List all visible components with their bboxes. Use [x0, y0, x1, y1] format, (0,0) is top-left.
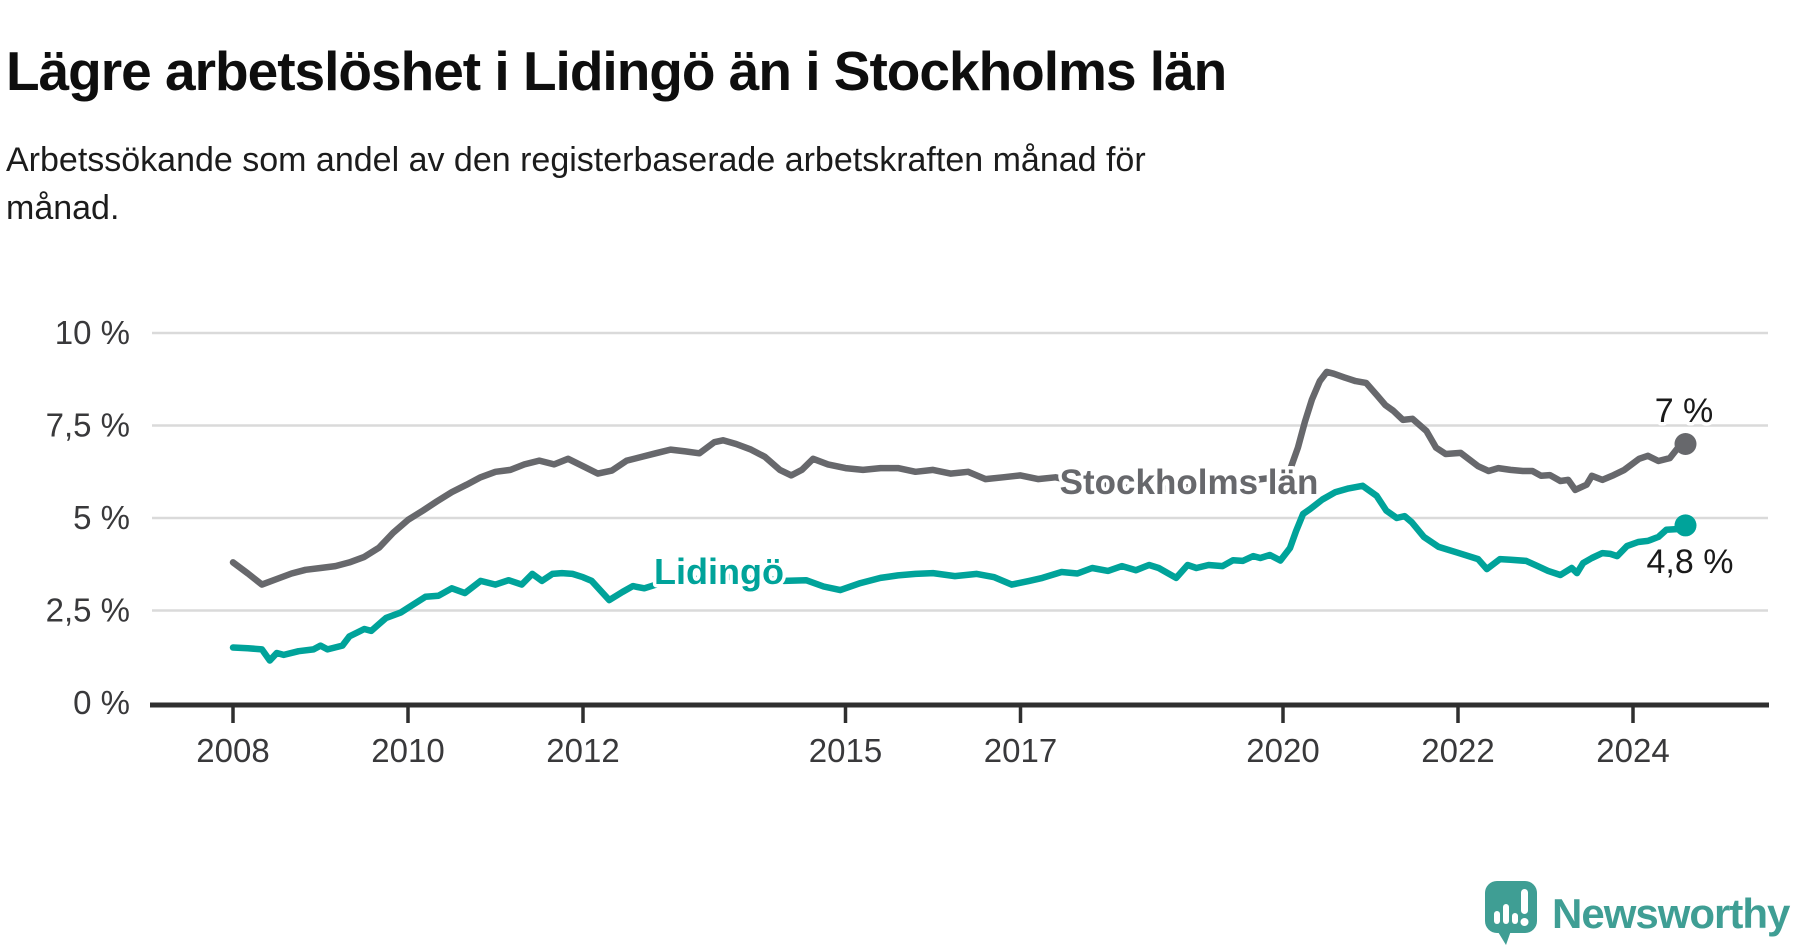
brand-name: Newsworthy: [1552, 890, 1790, 937]
x-tick-label: 2022: [1421, 732, 1494, 769]
y-tick-label: 0 %: [73, 684, 130, 721]
series-line-lidingo: [229, 482, 1689, 664]
chart-subtitle: Arbetssökande som andel av den registerb…: [6, 136, 1146, 232]
x-tick-label: 2015: [809, 732, 882, 769]
end-label-stockholm: 7 %: [1655, 392, 1714, 430]
series-label-lidingo: Lidingö: [654, 551, 784, 592]
subtitle-line-2: månad.: [6, 189, 120, 227]
x-tick-label: 2024: [1596, 732, 1669, 769]
x-tick-label: 2020: [1246, 732, 1319, 769]
end-dot-stockholm: [1674, 433, 1697, 455]
series-line-stockholm: [229, 368, 1689, 588]
x-tick-label: 2012: [546, 732, 619, 769]
x-tick-label: 2008: [196, 732, 269, 769]
y-tick-label: 2,5 %: [46, 592, 130, 629]
newsworthy-logo-icon: [1485, 881, 1537, 945]
x-tick-label: 2017: [984, 732, 1057, 769]
end-dot-lidingo: [1674, 514, 1697, 537]
end-label-lidingo: 4,8 %: [1647, 543, 1734, 581]
page-title: Lägre arbetslöshet i Lidingö än i Stockh…: [6, 39, 1227, 102]
y-tick-label: 7,5 %: [46, 407, 130, 444]
y-tick-label: 10 %: [55, 314, 130, 351]
x-tick-label: 2010: [371, 732, 444, 769]
subtitle-line-1: Arbetssökande som andel av den registerb…: [6, 141, 1146, 179]
brand-footer: Newsworthy: [1483, 879, 1790, 948]
y-tick-label: 5 %: [73, 499, 130, 536]
series-label-stockholm: Stockholms län: [1060, 463, 1319, 502]
